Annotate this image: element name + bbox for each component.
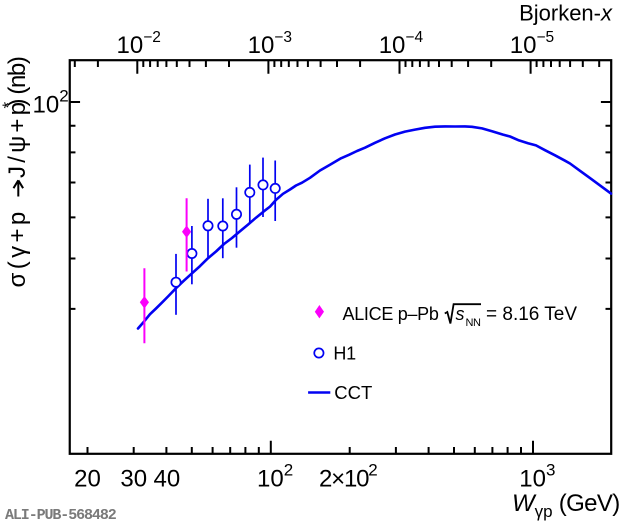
svg-text:ALICE p–Pb: ALICE p–Pb — [343, 304, 439, 324]
svg-text:σ(γ+p: σ(γ+p — [4, 208, 31, 287]
svg-text:103: 103 — [519, 461, 555, 493]
svg-text:*: * — [0, 102, 18, 109]
svg-text:= 8.16 TeV: = 8.16 TeV — [486, 304, 577, 325]
svg-text:10−3: 10−3 — [248, 29, 292, 59]
svg-text:s: s — [456, 304, 465, 324]
svg-text:) (nb): ) (nb) — [4, 57, 31, 106]
svg-text:2×102: 2×102 — [319, 461, 377, 493]
svg-text:20: 20 — [74, 466, 101, 493]
svg-text:CCT: CCT — [334, 382, 372, 403]
svg-text:Wγp (GeV): Wγp (GeV) — [512, 490, 620, 521]
svg-text:102: 102 — [33, 87, 69, 119]
svg-text:H1: H1 — [333, 344, 356, 364]
svg-text:10−2: 10−2 — [117, 29, 161, 59]
svg-text:NN: NN — [466, 317, 481, 329]
svg-text:102: 102 — [257, 461, 293, 493]
svg-text:J/ψ+p: J/ψ+p — [4, 99, 31, 178]
svg-text:10−5: 10−5 — [510, 29, 554, 59]
svg-text:ALI-PUB-568482: ALI-PUB-568482 — [5, 507, 117, 524]
svg-text:Bjorken-x: Bjorken-x — [519, 1, 613, 26]
svg-text:10−4: 10−4 — [379, 29, 424, 59]
svg-text:40: 40 — [154, 466, 181, 493]
svg-text:30: 30 — [120, 466, 147, 493]
